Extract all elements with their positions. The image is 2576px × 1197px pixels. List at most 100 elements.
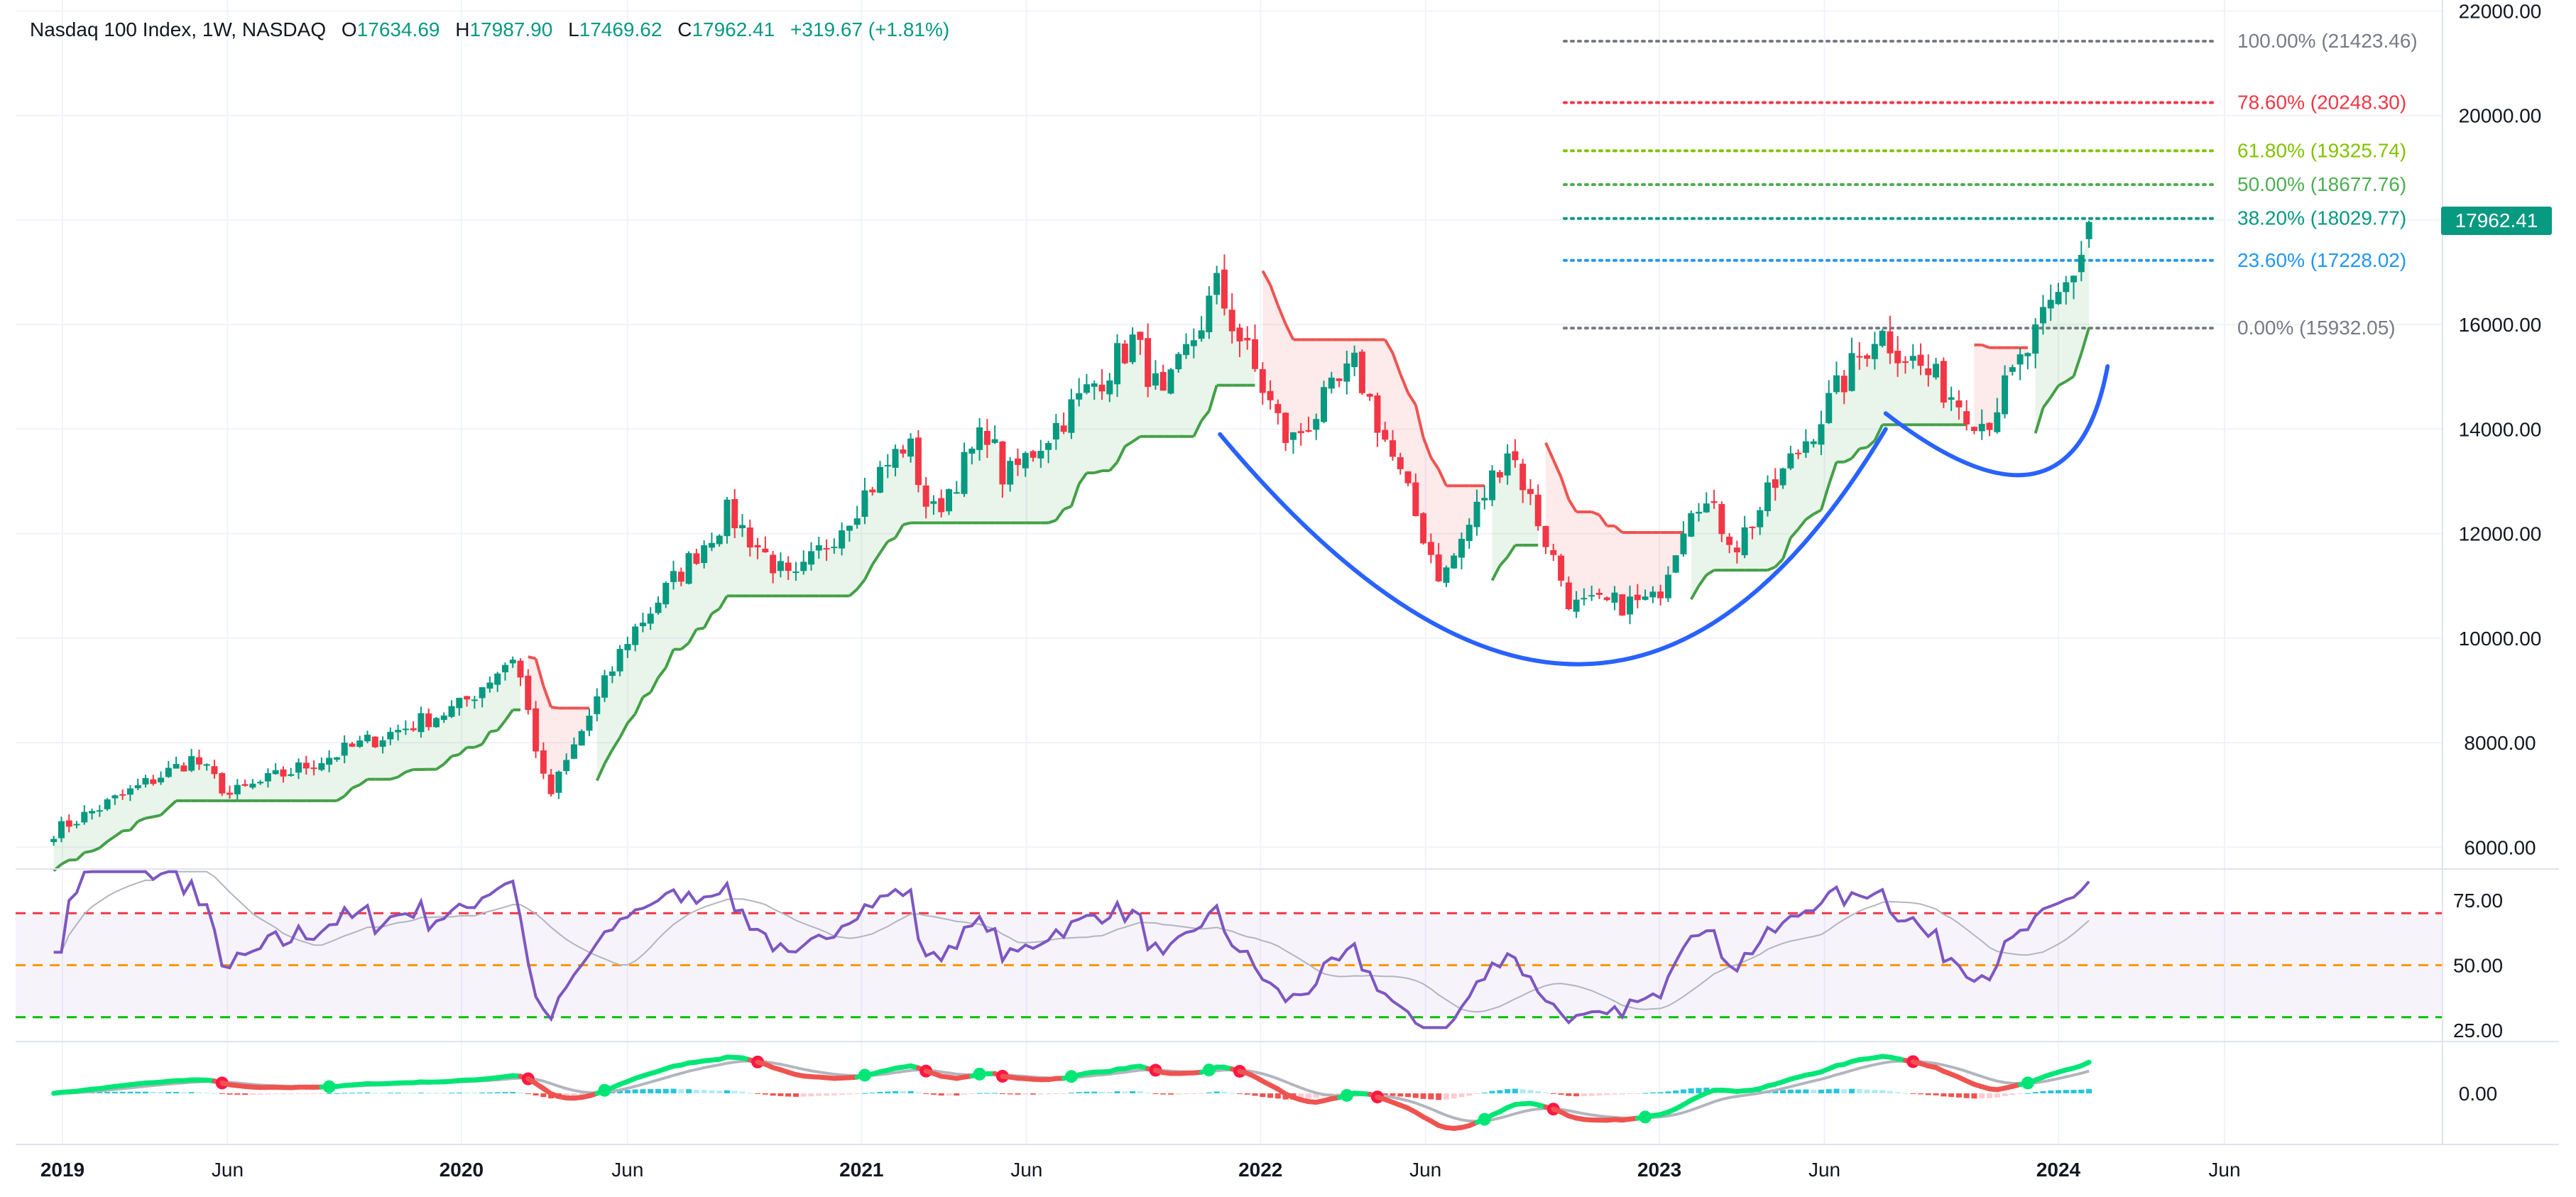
macd-histogram-bar [1825,1089,1832,1093]
time-tick-label: Jun [212,1159,244,1181]
symbol-title: Nasdaq 100 Index, 1W, NASDAQ [30,18,327,40]
candle-body [1978,424,1985,432]
supertrend-fill [788,567,796,596]
candle-body [1221,269,1228,309]
macd-histogram-bar [525,1093,531,1094]
candle-body [2039,307,2046,324]
supertrend-fill [635,624,643,714]
supertrend-fill [1178,349,1186,437]
candle-body [1940,361,1947,403]
supertrend-fill [1652,532,1661,595]
supertrend-fill [329,758,337,801]
candle-body [1045,443,1052,450]
macd-histogram-bar [295,1093,302,1094]
price-tick-label: 10000.00 [2459,628,2542,650]
supertrend-line [1789,528,1800,539]
candle-body [1083,384,1090,393]
macd-histogram-bar [1588,1093,1595,1096]
supertrend-fill [1056,428,1064,520]
candle-body [1404,471,1412,483]
macd-histogram-bar [1918,1093,1924,1095]
macd-histogram-bar [709,1090,715,1093]
macd-histogram-bar [1313,1093,1319,1098]
candle-body [1321,387,1328,422]
time-tick-label: 2024 [2036,1159,2081,1181]
low-label: L [568,18,579,40]
candle-body [264,772,271,782]
macd-histogram-bar [2024,1093,2031,1094]
macd-histogram-bar [1260,1093,1266,1098]
supertrend-line [657,667,667,679]
supertrend-fill [245,785,253,801]
supertrend-line [137,816,146,823]
macd-histogram-bar [1076,1092,1082,1093]
drawings[interactable] [1218,364,2110,667]
macd-histogram-bar [257,1093,263,1095]
supertrend-fill [337,749,345,801]
supertrend-line [481,731,491,745]
supertrend-fill [1064,416,1071,510]
macd-histogram-bar [693,1089,699,1093]
supertrend-line [1567,498,1578,513]
candle-body [616,649,623,672]
macd-histogram-bar [2017,1093,2024,1094]
candle-body [1382,430,1389,440]
supertrend-fill [582,708,590,738]
supertrend-fill [1752,518,1760,571]
macd-histogram-bar [861,1093,868,1094]
candle-body [1106,380,1113,395]
candle-body [1137,332,1144,340]
candle-body [792,571,799,573]
supertrend-fill [92,810,100,851]
candle-body [195,757,202,765]
candle-body [1917,354,1924,366]
time-tick-label: Jun [2208,1159,2240,1181]
candle-body [655,602,662,613]
supertrend-fill [2051,297,2058,398]
macd-histogram-bar [326,1093,332,1094]
supertrend-line [405,767,414,774]
supertrend-fill [1086,385,1095,474]
candle-body [280,769,287,777]
supertrend-line [696,626,704,631]
macd-histogram-bar [1894,1092,1901,1093]
candle-body [1167,369,1174,394]
supertrend-fill [474,692,483,748]
candle-body [853,518,861,525]
macd-histogram-bar [1167,1093,1174,1095]
candle-body [1343,364,1350,382]
candle-body [1152,373,1159,386]
supertrend-fill [420,720,429,770]
candle-body [647,613,654,624]
candle-body [486,682,493,689]
supertrend-fill [428,720,437,770]
supertrend-line [122,829,131,833]
handle-arc [1883,364,2110,478]
candle-body [234,785,241,794]
supertrend-line [1613,525,1624,534]
macd-histogram-bar [97,1092,103,1093]
supertrend-fill [650,608,658,693]
supertrend-fill [758,546,765,596]
candle-body [1466,525,1473,541]
macd-histogram-bar [1856,1088,1862,1093]
time-axis[interactable]: 2019 Jun 2020 Jun 2021 Jun 2022 Jun 2023 Jun 2024 J… [40,1159,2241,1181]
candle-body [930,501,937,504]
change-value: +319.67 (+1.81%) [790,18,950,40]
macd-histogram-bar [502,1092,508,1093]
supertrend-line [390,775,399,781]
supertrend-line [1813,508,1822,515]
macd-histogram-bar [1152,1093,1159,1094]
candle-body [249,783,256,788]
supertrend-fill [2043,304,2051,408]
candle-body [173,764,180,769]
candle-body [662,582,670,605]
fibonacci-retracement[interactable]: 100.00% (21423.46) 78.60% (20248.30) 61.80… [1563,30,2418,339]
price-axis[interactable]: 22000.0020000.0018000.0016000.0014000.00… [2459,1,2542,859]
candle-body [1696,511,1703,514]
candle-body [1076,393,1083,400]
candle-body [1534,494,1541,527]
supertrend-fill [2058,287,2066,386]
candle-body [1397,457,1404,469]
